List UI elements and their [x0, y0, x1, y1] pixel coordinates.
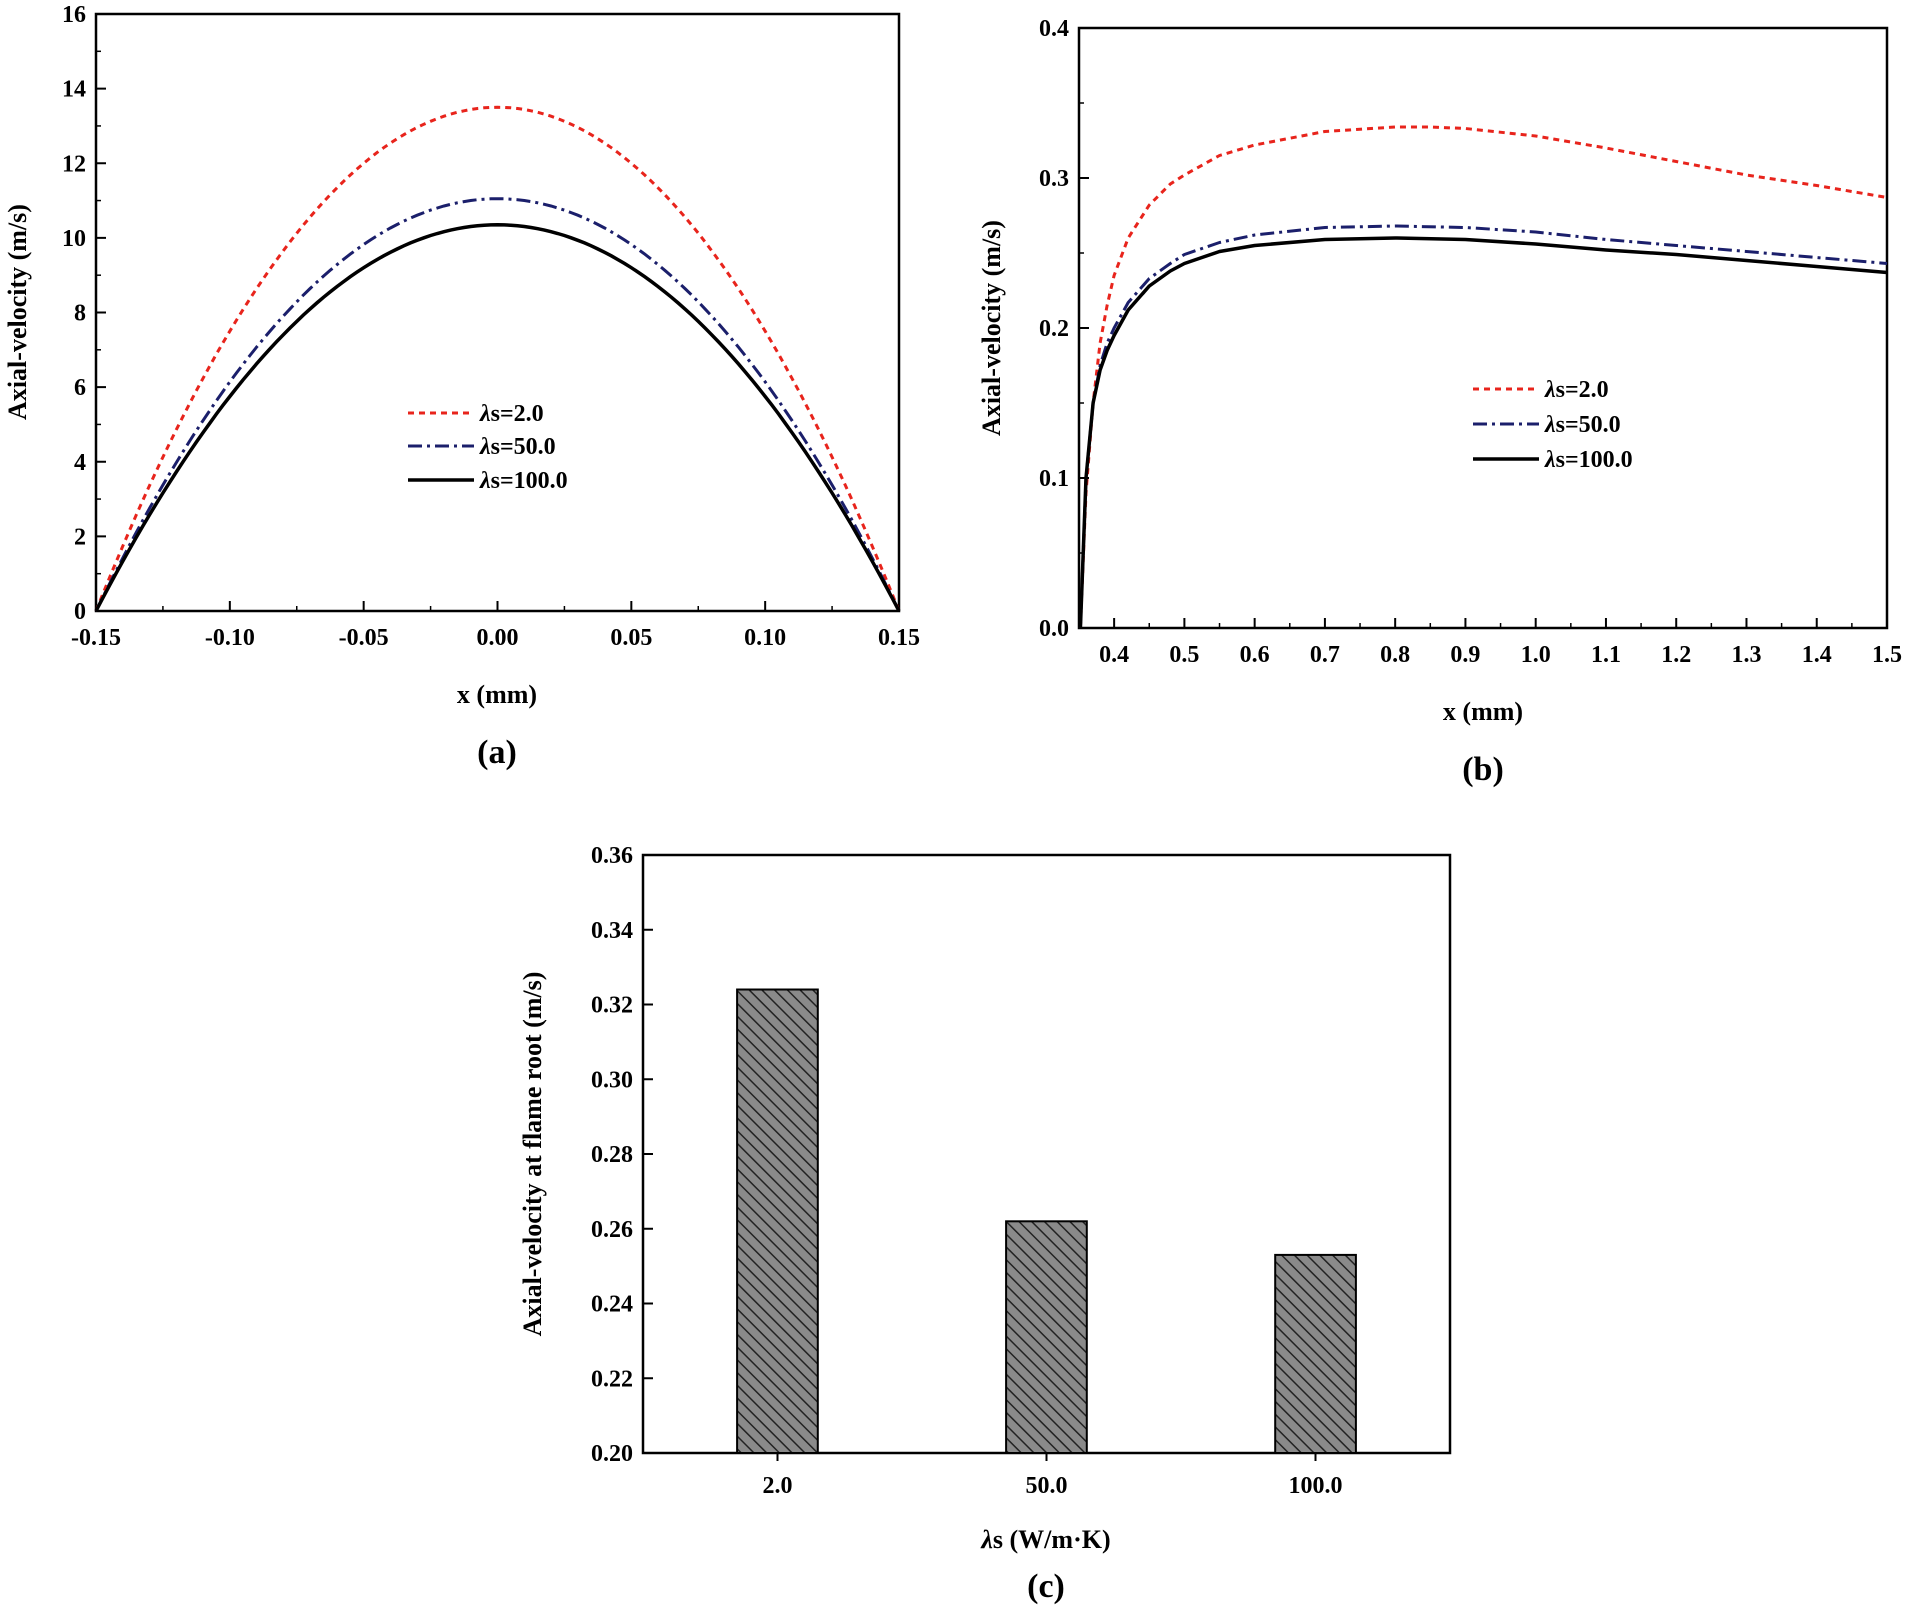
plot-frame-b: [1077, 26, 1889, 630]
panel-label-a: (a): [477, 734, 517, 771]
y-tick-label-a: 4: [74, 450, 86, 476]
y-tick-label-c: 0.22: [591, 1366, 633, 1392]
legend-label-b-1: λs=50.0: [1544, 412, 1621, 438]
y-tick-label-a: 0: [74, 599, 86, 625]
x-tick-label-b: 1.1: [1591, 642, 1621, 668]
y-tick-label-a: 6: [74, 375, 86, 401]
x-tick-label-c: 2.0: [763, 1473, 793, 1499]
x-axis-title-a: x (mm): [457, 680, 537, 709]
y-tick-label-b: 0.4: [1039, 16, 1069, 42]
axis-ticks-b: 0.0 0.1 0.2 0.3 0.4 0.4 0.5 0.6 0.7 0.8 0.9 1.0 1.1 1…: [1039, 16, 1902, 668]
x-tick-label-a: -0.15: [71, 625, 121, 651]
x-tick-label-a: -0.10: [205, 625, 255, 651]
x-tick-label-a: 0.15: [878, 625, 920, 651]
series-line-b-1: [1078, 224, 1888, 629]
x-tick-label-b: 1.3: [1731, 642, 1761, 668]
y-axis-title-c: Axial-velocity at flame root (m/s): [518, 972, 547, 1337]
x-tick-label-b: 0.5: [1169, 642, 1199, 668]
series-line-a-1: [94, 197, 901, 612]
legend-a: λs=2.0 λs=50.0 λs=100.0: [408, 401, 568, 494]
chart-panel-c: 0.20 0.22 0.24 0.26 0.28 0.30 0.32 0.34 0.36 2.0 5…: [518, 843, 1452, 1605]
plot-frame-a: [94, 12, 901, 613]
y-axis-title-b: Axial-velocity (m/s): [977, 220, 1006, 436]
y-tick-label-c: 0.34: [591, 918, 633, 944]
x-tick-label-b: 1.5: [1872, 642, 1902, 668]
x-tick-label-b: 0.6: [1240, 642, 1270, 668]
legend-label-a-1: λs=50.0: [479, 434, 556, 460]
y-tick-label-b: 0.3: [1039, 166, 1069, 192]
x-tick-label-b: 0.9: [1450, 642, 1480, 668]
chart-panel-a: 0 2 4 6 8 10 12 14 16 -0.15 -0.10 -0.05 0.00 0.05 0.10…: [3, 2, 920, 771]
y-tick-label-c: 0.32: [591, 993, 633, 1019]
x-tick-label-c: 100.0: [1289, 1473, 1343, 1499]
series-line-a-2: [94, 223, 901, 612]
x-tick-label-a: 0.10: [744, 625, 786, 651]
x-tick-label-b: 0.8: [1380, 642, 1410, 668]
y-tick-label-b: 0.0: [1039, 616, 1069, 642]
bar-2.0: [736, 988, 819, 1454]
legend-label-b-2: λs=100.0: [1544, 447, 1633, 473]
chart-panel-b: 0.0 0.1 0.2 0.3 0.4 0.4 0.5 0.6 0.7 0.8 0.9 1.0 1.1 1…: [977, 16, 1902, 788]
x-tick-label-a: -0.05: [339, 625, 389, 651]
x-tick-label-b: 0.7: [1310, 642, 1340, 668]
legend-b: λs=2.0 λs=50.0 λs=100.0: [1473, 377, 1633, 473]
y-tick-label-a: 8: [74, 301, 86, 327]
panel-label-c: (c): [1027, 1568, 1065, 1605]
y-tick-label-a: 14: [62, 77, 86, 103]
y-tick-label-c: 0.28: [591, 1142, 633, 1168]
axis-ticks-c: 0.20 0.22 0.24 0.26 0.28 0.30 0.32 0.34 0.36 2.0 5…: [591, 843, 1343, 1499]
legend-label-b-0: λs=2.0: [1544, 377, 1609, 403]
x-tick-label-b: 1.0: [1521, 642, 1551, 668]
x-axis-title-b: x (mm): [1443, 697, 1523, 726]
y-tick-label-a: 2: [74, 524, 86, 550]
x-axis-title-c: λs (W/m·K): [980, 1525, 1110, 1554]
y-tick-label-c: 0.20: [591, 1441, 633, 1467]
series-line-a-0: [94, 105, 901, 612]
legend-label-a-2: λs=100.0: [479, 468, 568, 494]
y-tick-label-c: 0.24: [591, 1292, 633, 1318]
x-tick-label-a: 0.00: [477, 625, 519, 651]
y-tick-label-a: 16: [62, 2, 86, 28]
x-tick-label-c: 50.0: [1026, 1473, 1068, 1499]
series-line-b-2: [1078, 236, 1888, 629]
y-tick-label-c: 0.36: [591, 843, 633, 869]
y-axis-title-a: Axial-velocity (m/s): [3, 204, 32, 420]
bar-50.0: [1005, 1220, 1088, 1455]
series-group-b: [1078, 125, 1888, 629]
legend-label-a-0: λs=2.0: [479, 401, 544, 427]
axis-ticks-a: 0 2 4 6 8 10 12 14 16 -0.15 -0.10 -0.05 0.00 0.05 0.10…: [62, 2, 920, 651]
series-group-a: [94, 105, 901, 612]
y-tick-label-c: 0.30: [591, 1067, 633, 1093]
y-tick-label-a: 10: [62, 226, 86, 252]
x-tick-label-b: 0.4: [1099, 642, 1129, 668]
y-tick-label-b: 0.1: [1039, 466, 1069, 492]
series-line-b-0: [1078, 125, 1888, 629]
bar-100.0: [1274, 1253, 1357, 1455]
bars-group-c: [736, 988, 1357, 1455]
x-tick-label-b: 1.4: [1802, 642, 1832, 668]
panel-label-b: (b): [1462, 751, 1504, 788]
y-tick-label-b: 0.2: [1039, 316, 1069, 342]
y-tick-label-a: 12: [62, 151, 86, 177]
x-tick-label-a: 0.05: [610, 625, 652, 651]
x-tick-label-b: 1.2: [1661, 642, 1691, 668]
y-tick-label-c: 0.26: [591, 1217, 633, 1243]
